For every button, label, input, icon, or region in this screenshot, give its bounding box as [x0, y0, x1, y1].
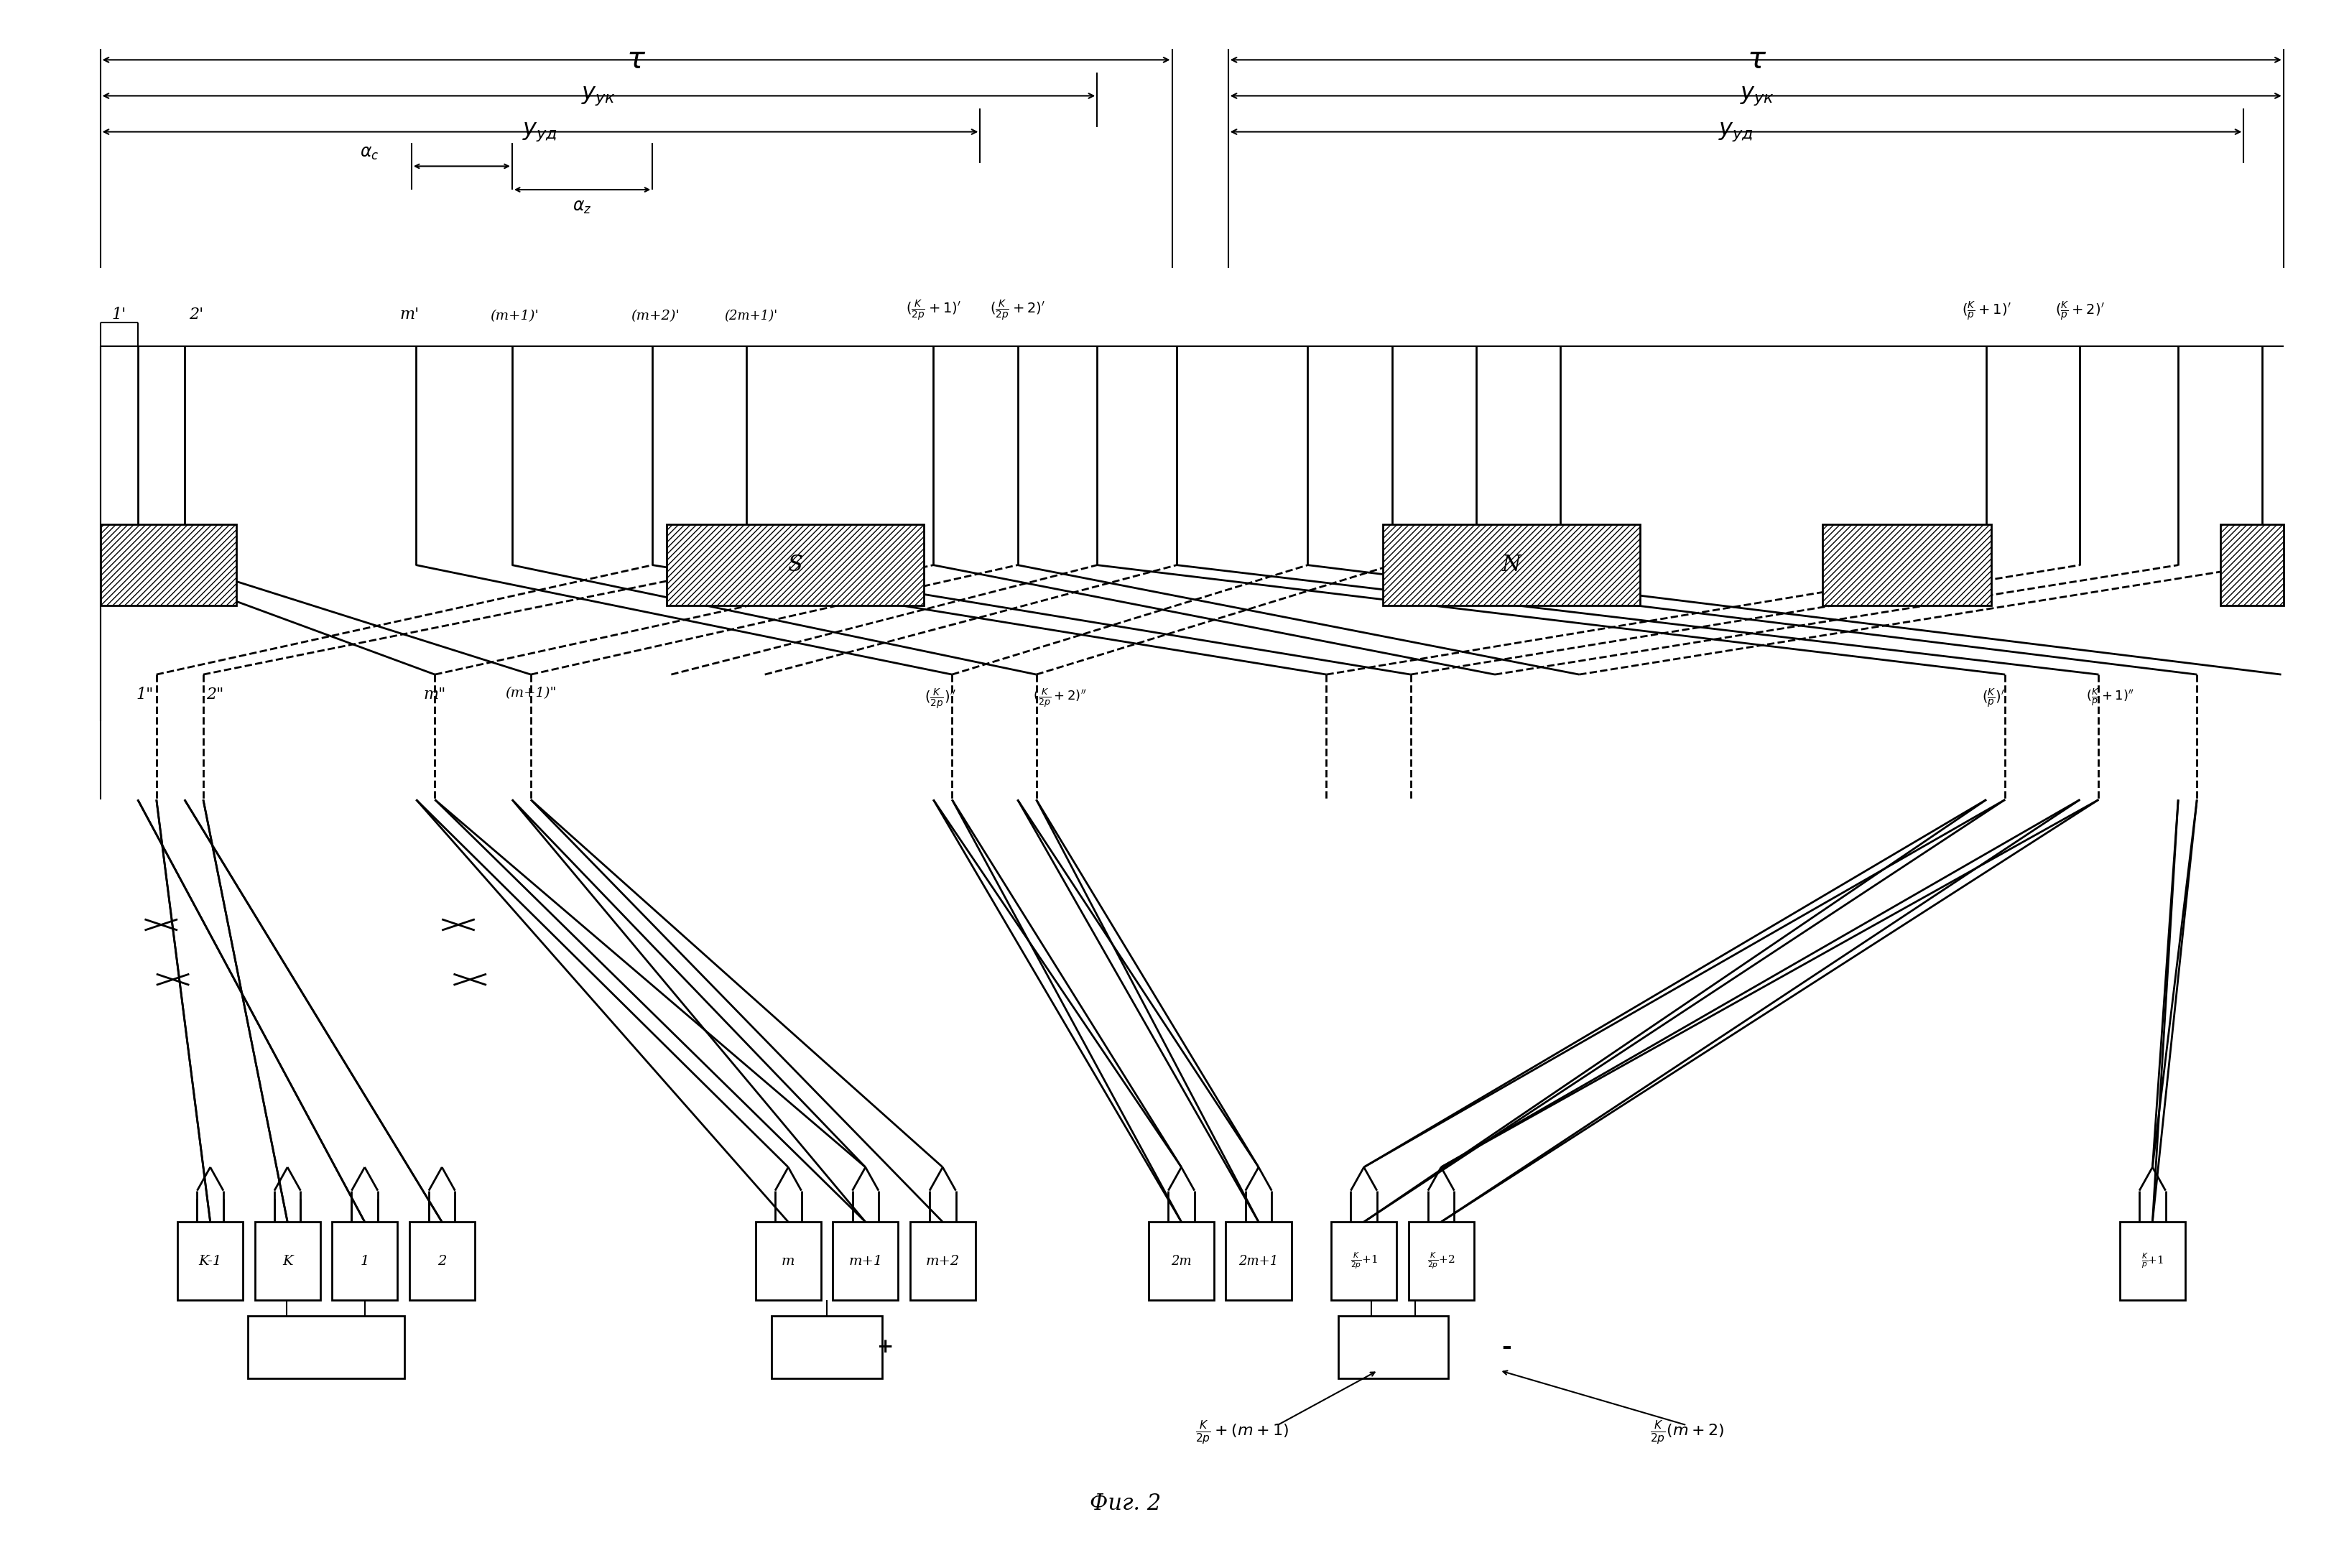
Bar — [248, 1316, 406, 1378]
Text: K-1: K-1 — [199, 1254, 223, 1267]
Bar — [1824, 524, 1990, 605]
Bar — [1149, 1221, 1214, 1300]
Bar — [771, 1316, 881, 1378]
Text: 2": 2" — [206, 687, 223, 702]
Text: $\tau$: $\tau$ — [1746, 45, 1767, 75]
Bar — [2220, 524, 2283, 605]
Bar — [1383, 524, 1641, 605]
Text: (m+1)": (m+1)" — [506, 687, 556, 699]
Text: m': m' — [398, 307, 420, 323]
Text: $(\frac{K}{2p}+2)^{\prime}$: $(\frac{K}{2p}+2)^{\prime}$ — [989, 299, 1045, 323]
Text: 1": 1" — [136, 687, 152, 702]
Text: (m+2)': (m+2)' — [631, 310, 680, 323]
Bar — [1226, 1221, 1292, 1300]
Text: $y_{ук}$: $y_{ук}$ — [1739, 85, 1774, 107]
Text: $(\frac{K}{2p}+2)^{\prime\prime}$: $(\frac{K}{2p}+2)^{\prime\prime}$ — [1034, 687, 1088, 709]
Text: $y_{уд}$: $y_{уд}$ — [1718, 121, 1753, 143]
Text: $\alpha_z$: $\alpha_z$ — [572, 199, 591, 215]
Text: N: N — [1503, 554, 1521, 575]
Text: 2: 2 — [438, 1254, 445, 1267]
Text: $(\frac{K}{2p}+1)^{\prime}$: $(\frac{K}{2p}+1)^{\prime}$ — [905, 299, 961, 323]
Text: $\frac{K}{2p}(m+2)$: $\frac{K}{2p}(m+2)$ — [1650, 1419, 1723, 1447]
Text: $\frac{K}{2p}+(m+1)$: $\frac{K}{2p}+(m+1)$ — [1195, 1419, 1289, 1447]
Bar — [101, 524, 237, 605]
Bar — [2119, 1221, 2185, 1300]
Text: S: S — [788, 554, 802, 575]
Text: -: - — [1503, 1336, 1512, 1359]
Text: $y_{уд}$: $y_{уд}$ — [523, 121, 558, 143]
Bar — [1331, 1221, 1397, 1300]
Bar — [1338, 1316, 1449, 1378]
Bar — [2220, 524, 2283, 605]
Text: 1: 1 — [361, 1254, 368, 1267]
Bar — [178, 1221, 244, 1300]
Bar — [755, 1221, 820, 1300]
Text: $\frac{K}{p}$+1: $\frac{K}{p}$+1 — [2140, 1251, 2164, 1270]
Text: $(\frac{K}{2p})^{\prime\prime}$: $(\frac{K}{2p})^{\prime\prime}$ — [924, 687, 956, 710]
Text: m+2: m+2 — [926, 1254, 959, 1267]
Text: +: + — [877, 1338, 893, 1356]
Bar — [255, 1221, 321, 1300]
Text: (2m+1)': (2m+1)' — [724, 310, 778, 323]
Text: $\frac{K}{2p}$+1: $\frac{K}{2p}$+1 — [1350, 1251, 1378, 1272]
Bar — [410, 1221, 476, 1300]
Text: $(\frac{K}{p})^{\prime}$: $(\frac{K}{p})^{\prime}$ — [1981, 687, 2004, 709]
Text: 2m+1: 2m+1 — [1238, 1254, 1277, 1267]
Text: m": m" — [424, 687, 445, 702]
Text: Фиг. 2: Фиг. 2 — [1090, 1493, 1160, 1515]
Text: m: m — [781, 1254, 795, 1267]
Text: $\frac{K}{2p}$+2: $\frac{K}{2p}$+2 — [1427, 1251, 1456, 1272]
Text: $\alpha_c$: $\alpha_c$ — [361, 146, 380, 162]
Text: $(\frac{K}{p}+1)^{\prime\prime}$: $(\frac{K}{p}+1)^{\prime\prime}$ — [2086, 687, 2135, 707]
Text: $(\frac{K}{p}+1)^{\prime}$: $(\frac{K}{p}+1)^{\prime}$ — [1962, 299, 2011, 323]
Bar — [1824, 524, 1990, 605]
Bar — [1409, 1221, 1474, 1300]
Bar — [101, 524, 237, 605]
Text: 2': 2' — [190, 307, 204, 323]
Bar — [333, 1221, 398, 1300]
Text: $(\frac{K}{p}+2)^{\prime}$: $(\frac{K}{p}+2)^{\prime}$ — [2056, 299, 2105, 323]
Bar — [666, 524, 924, 605]
Text: 1': 1' — [113, 307, 127, 323]
Text: m+1: m+1 — [849, 1254, 881, 1267]
Bar — [666, 524, 924, 605]
Bar — [909, 1221, 975, 1300]
Bar — [1383, 524, 1641, 605]
Text: 2m: 2m — [1172, 1254, 1191, 1267]
Text: $y_{ук}$: $y_{ук}$ — [581, 85, 616, 107]
Text: K: K — [281, 1254, 293, 1267]
Bar — [832, 1221, 898, 1300]
Text: (m+1)': (m+1)' — [490, 310, 539, 323]
Text: $\tau$: $\tau$ — [626, 45, 647, 75]
